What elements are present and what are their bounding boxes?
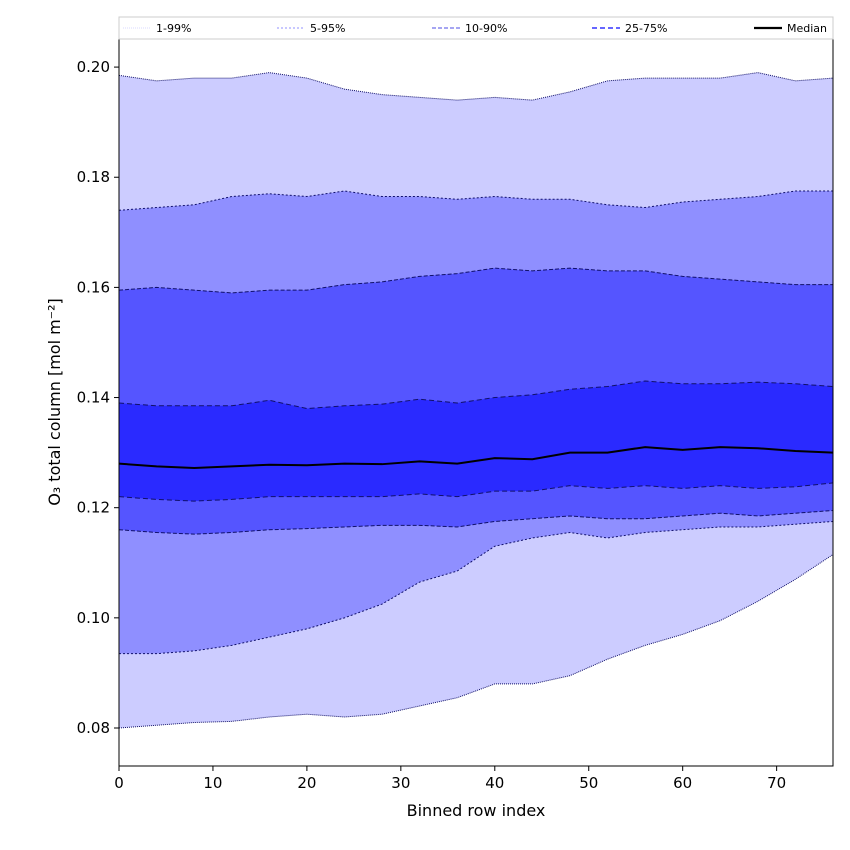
line-p99 bbox=[118, 72, 834, 101]
y-tick-label: 0.10 bbox=[77, 609, 110, 627]
y-tick-label: 0.12 bbox=[77, 499, 110, 517]
y-axis: 0.08 0.10 0.12 0.14 0.16 0.18 0.20 bbox=[77, 58, 119, 737]
line-p25 bbox=[118, 482, 834, 502]
x-tick-label: 10 bbox=[203, 774, 222, 792]
y-tick-label: 0.18 bbox=[77, 168, 110, 186]
line-median bbox=[118, 446, 834, 470]
x-tick-label: 0 bbox=[114, 774, 124, 792]
legend-box bbox=[118, 16, 834, 40]
legend-label: 25-75% bbox=[625, 22, 667, 35]
legend-label: 10-90% bbox=[465, 22, 507, 35]
x-axis-label: Binned row index bbox=[407, 801, 546, 820]
legend-label: 1-99% bbox=[156, 22, 191, 35]
y-tick-label: 0.14 bbox=[77, 389, 110, 407]
line-p95 bbox=[118, 190, 833, 211]
y-tick-label: 0.08 bbox=[77, 719, 110, 737]
x-tick-label: 70 bbox=[767, 774, 786, 792]
x-tick-label: 50 bbox=[579, 774, 598, 792]
y-tick-label: 0.16 bbox=[77, 278, 110, 296]
legend-item-25-75%: 25-75% bbox=[592, 22, 667, 35]
y-tick-label: 0.20 bbox=[77, 58, 110, 76]
legend-item-1-99%: 1-99% bbox=[123, 22, 191, 35]
line-p90 bbox=[118, 267, 833, 294]
x-tick-label: 20 bbox=[297, 774, 316, 792]
legend-item-Median: Median bbox=[754, 22, 827, 35]
x-tick-label: 30 bbox=[391, 774, 410, 792]
bands-layer bbox=[119, 72, 833, 728]
legend: 1-99% 5-95% 10-90% 25-75% Median bbox=[118, 16, 834, 40]
x-tick-label: 60 bbox=[673, 774, 692, 792]
legend-label: 5-95% bbox=[310, 22, 345, 35]
y-axis-label: O₃ total column [mol m⁻²] bbox=[45, 298, 64, 506]
legend-item-5-95%: 5-95% bbox=[277, 22, 345, 35]
x-tick-label: 40 bbox=[485, 774, 504, 792]
x-axis: 0 10 20 30 40 50 60 70 bbox=[114, 766, 786, 792]
line-p10 bbox=[118, 509, 834, 535]
lines-layer bbox=[118, 72, 834, 729]
legend-label: Median bbox=[787, 22, 827, 35]
line-p1 bbox=[118, 554, 834, 729]
band-25-75% bbox=[119, 381, 833, 502]
legend-item-10-90%: 10-90% bbox=[432, 22, 507, 35]
